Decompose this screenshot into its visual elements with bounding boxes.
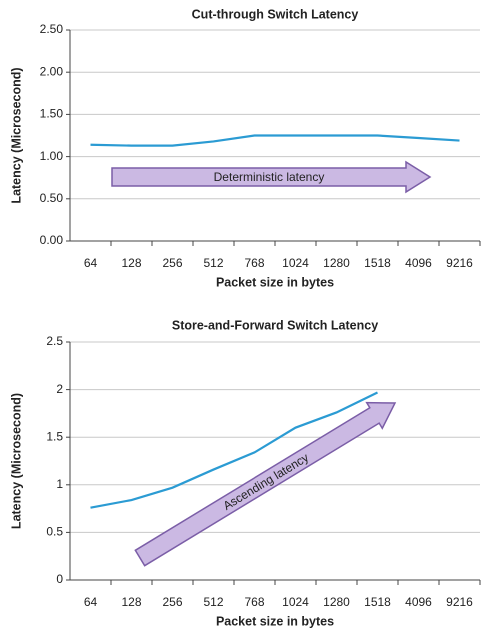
x-tick-label: 1280 [323,256,350,270]
x-tick-label: 512 [203,595,223,609]
y-tick-label: 1.5 [46,429,63,443]
y-tick-label: 2 [56,382,63,396]
y-tick-label: 1.50 [40,107,64,121]
x-tick-label: 1518 [364,595,391,609]
y-tick-label: 0 [56,572,63,586]
x-axis-title: Packet size in bytes [216,614,334,628]
y-axis-title: Latency (Microsecond) [9,393,23,529]
x-tick-label: 1024 [282,256,309,270]
x-tick-label: 256 [162,595,182,609]
annotation: Deterministic latency [214,170,325,184]
chart-title: Cut-through Switch Latency [192,7,359,21]
x-tick-label: 4096 [405,595,432,609]
x-tick-label: 9216 [446,595,473,609]
x-tick-label: 1518 [364,256,391,270]
chart-title: Store-and-Forward Switch Latency [172,318,378,332]
x-tick-label: 256 [162,256,182,270]
x-tick-label: 64 [84,256,98,270]
x-tick-label: 128 [121,256,141,270]
x-tick-label: 1280 [323,595,350,609]
y-tick-label: 0.5 [46,525,63,539]
arrow-shape [134,401,397,567]
data-line [90,391,378,509]
annotation-arrow: Ascending latency [134,401,397,567]
y-tick-label: 2.50 [40,22,64,36]
y-tick-label: 0.50 [40,191,64,205]
data-line [90,134,460,147]
x-tick-label: 512 [203,256,223,270]
y-tick-label: 2.5 [46,334,63,348]
x-tick-label: 4096 [405,256,432,270]
arrow-shape [111,160,432,194]
y-tick-label: 1.00 [40,149,64,163]
y-tick-label: 1 [56,477,63,491]
y-tick-label: 0.00 [40,233,64,247]
annotation-arrow: Deterministic latency [111,160,432,194]
x-axis-title: Packet size in bytes [216,275,334,289]
y-axis-title: Latency (Microsecond) [9,67,23,203]
x-tick-label: 1024 [282,595,309,609]
y-tick-label: 2.00 [40,64,64,78]
x-tick-label: 768 [244,256,264,270]
x-tick-label: 768 [244,595,264,609]
x-tick-label: 128 [121,595,141,609]
x-tick-label: 64 [84,595,98,609]
x-tick-label: 9216 [446,256,473,270]
